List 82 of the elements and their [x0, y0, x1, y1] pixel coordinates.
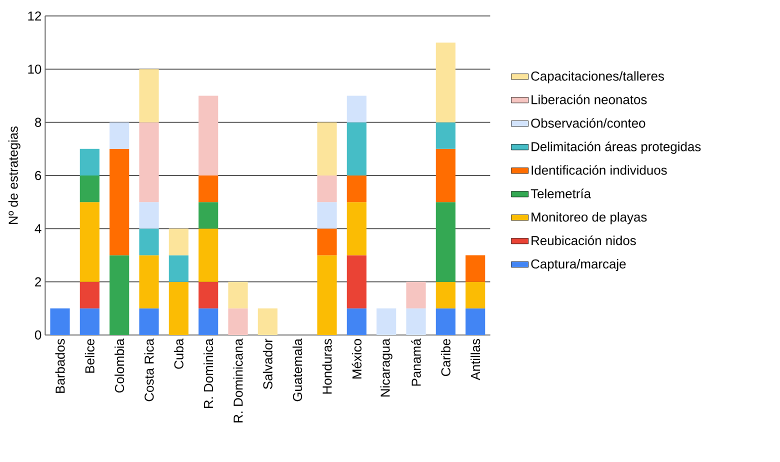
bar: [139, 69, 159, 122]
bar: [228, 282, 248, 308]
legend-label: Telemetría: [530, 188, 592, 198]
x-tick-label: Nicaragua: [380, 338, 392, 396]
bar: [346, 202, 366, 256]
bar: [168, 228, 188, 256]
bar: [258, 308, 278, 335]
bar: [317, 122, 337, 176]
bar: [346, 255, 366, 308]
bar: [317, 255, 337, 335]
bar: [228, 308, 248, 335]
bar: [317, 175, 337, 202]
bar: [80, 202, 100, 282]
bar: [317, 202, 337, 229]
x-tick-label: R. Dominica: [204, 338, 214, 408]
bar: [168, 282, 188, 335]
y-tick-label: 0: [34, 330, 42, 340]
x-tick-label: R. Dominicana: [233, 338, 243, 422]
bar: [346, 175, 366, 202]
bar: [110, 255, 130, 335]
bar: [406, 308, 426, 335]
bar: [139, 308, 159, 335]
legend-label: Capacitaciones/talleres: [531, 71, 664, 84]
x-tick-label: Honduras: [322, 338, 332, 394]
bar: [198, 175, 218, 202]
legend-label: Captura/marcaje: [531, 259, 626, 272]
bar: [139, 255, 159, 308]
bar: [466, 282, 486, 308]
bar: [198, 202, 218, 229]
x-tick-label: Salvador: [262, 338, 272, 390]
y-tick-label: 4: [34, 224, 42, 234]
y-tick-label: 6: [35, 170, 42, 180]
legend-label: Observación/conteo: [531, 118, 646, 128]
bar: [80, 148, 100, 176]
x-tick-label: Panamá: [411, 338, 421, 386]
bar: [436, 148, 456, 202]
bar: [317, 228, 337, 256]
y-tick-label: 2: [35, 277, 41, 286]
legend-label: Monitoreo de playas: [532, 212, 647, 224]
bar: [110, 148, 130, 256]
y-axis-title: Nº de estrategias: [8, 126, 20, 224]
bar: [80, 175, 100, 202]
y-tick-label: 12: [28, 11, 41, 21]
bar: [80, 308, 100, 335]
bar: [436, 282, 456, 308]
x-tick-label: Antillas: [470, 338, 480, 380]
bar: [406, 282, 426, 308]
bar: [436, 42, 456, 122]
x-tick-label: Cuba: [174, 338, 184, 369]
bar: [466, 255, 486, 282]
bar: [466, 308, 486, 335]
x-tick-label: Guatemala: [292, 338, 302, 402]
bar: [198, 282, 218, 308]
bar: [50, 308, 70, 335]
x-tick-label: Belice: [84, 339, 94, 373]
bar: [376, 308, 396, 335]
x-tick-label: Costa Rica: [144, 338, 154, 402]
bar: [436, 308, 456, 335]
bar: [110, 122, 130, 149]
bar: [346, 96, 366, 122]
bar: [198, 308, 218, 335]
bar: [436, 122, 456, 149]
bar: [346, 308, 366, 335]
x-tick-label: Colombia: [114, 338, 124, 393]
x-tick-label: México: [352, 339, 362, 378]
bar: [80, 282, 100, 308]
bar: [198, 96, 218, 176]
y-tick-label: 8: [35, 118, 42, 127]
bar: [346, 122, 366, 176]
x-tick-label: Barbados: [55, 338, 65, 393]
bar: [436, 202, 456, 282]
bar: [139, 228, 159, 256]
legend-label: Delimitación áreas protegidas: [532, 142, 701, 154]
x-tick-label: Caribe: [440, 339, 450, 376]
bar: [139, 122, 159, 202]
legend-label: Identificación individuos: [532, 165, 667, 175]
bar: [168, 255, 188, 282]
y-tick-label: 10: [28, 64, 42, 74]
legend-label: Liberación neonatos: [532, 94, 647, 104]
legend-label: Reubicación nidos: [532, 236, 636, 246]
bar: [139, 202, 159, 229]
bar: [198, 228, 218, 282]
